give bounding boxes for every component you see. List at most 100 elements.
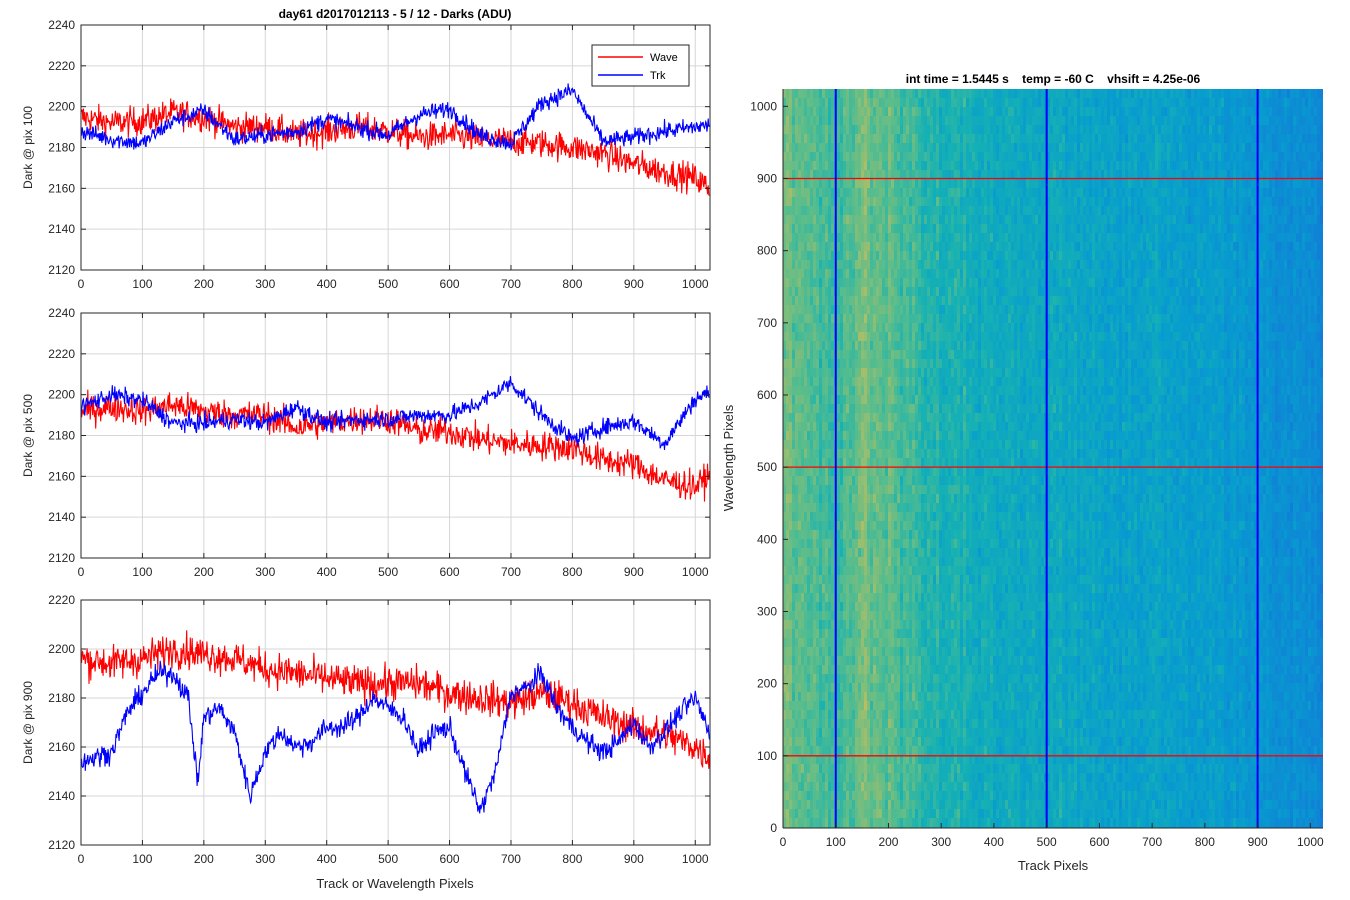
heatmap-cell <box>873 521 877 531</box>
heatmap-cell <box>933 386 937 396</box>
heatmap-cell <box>789 746 793 756</box>
heatmap-cell <box>801 602 805 612</box>
heatmap-cell <box>828 404 832 414</box>
heatmap-cell <box>891 773 895 783</box>
heatmap-cell <box>936 323 940 333</box>
heatmap-cell <box>885 332 889 342</box>
heatmap-cell <box>912 395 916 405</box>
heatmap-cell <box>888 422 892 432</box>
heatmap-cell <box>852 116 856 126</box>
heatmap-cell <box>879 143 883 153</box>
heatmap-cell <box>825 206 829 216</box>
heatmap-cell <box>885 656 889 666</box>
x-tick-label: 200 <box>194 852 214 866</box>
heatmap-cell <box>849 476 853 486</box>
heatmap-cell <box>882 116 886 126</box>
heatmap-cell <box>891 431 895 441</box>
heatmap-cell <box>825 710 829 720</box>
heatmap-cell <box>945 233 949 243</box>
heatmap-cell <box>789 269 793 279</box>
heatmap-cell <box>882 809 886 819</box>
heatmap-cell <box>879 584 883 594</box>
heatmap-cell <box>903 494 907 504</box>
heatmap-cell <box>825 359 829 369</box>
heatmap-cell <box>873 620 877 630</box>
heatmap-cell <box>906 89 910 99</box>
heatmap-cell <box>918 125 922 135</box>
heatmap-cell <box>900 485 904 495</box>
heatmap-cell <box>816 458 820 468</box>
heatmap-cell <box>870 206 874 216</box>
heatmap-cell <box>939 197 943 207</box>
heatmap-cell <box>870 710 874 720</box>
heatmap-cell <box>837 98 841 108</box>
heatmap-cell <box>813 269 817 279</box>
heatmap-cell <box>918 296 922 306</box>
heatmap-cell <box>900 755 904 765</box>
heatmap-cell <box>813 728 817 738</box>
heatmap-cell <box>909 260 913 270</box>
heatmap-cell <box>927 800 931 810</box>
heatmap-cell <box>915 215 919 225</box>
heatmap-cell <box>873 593 877 603</box>
heatmap-cell <box>804 548 808 558</box>
heatmap-cell <box>918 746 922 756</box>
heatmap-cell <box>861 116 865 126</box>
heatmap-cell <box>951 575 955 585</box>
heatmap-cell <box>861 710 865 720</box>
heatmap-cell <box>876 89 880 99</box>
heatmap-cell <box>828 800 832 810</box>
heatmap-cell <box>819 611 823 621</box>
heatmap-cell <box>918 710 922 720</box>
heatmap-cell <box>873 152 877 162</box>
heatmap-cell <box>888 476 892 486</box>
heatmap-cell <box>873 791 877 801</box>
heatmap-cell <box>825 350 829 360</box>
x-tick-label: 400 <box>317 277 337 291</box>
heatmap-cell <box>870 494 874 504</box>
heatmap-cell <box>810 800 814 810</box>
heatmap-cell <box>843 791 847 801</box>
heatmap-cell <box>828 143 832 153</box>
heatmap-cell <box>846 332 850 342</box>
heatmap-cell <box>840 296 844 306</box>
heatmap-cell <box>858 206 862 216</box>
heatmap-cell <box>909 449 913 459</box>
heatmap-cell <box>852 170 856 180</box>
heatmap-cell <box>798 395 802 405</box>
heatmap-cell <box>801 674 805 684</box>
heatmap-cell <box>786 431 790 441</box>
heatmap-cell <box>906 557 910 567</box>
heatmap-cell <box>867 413 871 423</box>
heatmap-cell <box>930 449 934 459</box>
heatmap-cell <box>927 593 931 603</box>
heatmap-cell <box>894 548 898 558</box>
heatmap-cell <box>849 422 853 432</box>
heatmap-cell <box>903 710 907 720</box>
heatmap-cell <box>807 656 811 666</box>
heatmap-cell <box>906 314 910 324</box>
heatmap-cell <box>894 188 898 198</box>
heatmap-cell <box>942 296 946 306</box>
heatmap-cell <box>906 206 910 216</box>
heatmap-cell <box>951 611 955 621</box>
heatmap-cell <box>849 323 853 333</box>
heatmap-cell <box>861 548 865 558</box>
heatmap-cell <box>927 269 931 279</box>
heatmap-cell <box>912 512 916 522</box>
heatmap-cell <box>912 386 916 396</box>
heatmap-cell <box>810 440 814 450</box>
heatmap-cell <box>870 161 874 171</box>
heatmap-cell <box>831 800 835 810</box>
heatmap-cell <box>855 260 859 270</box>
heatmap-cell <box>822 386 826 396</box>
heatmap-cell <box>786 674 790 684</box>
heatmap-cell <box>849 287 853 297</box>
heatmap-cell <box>822 170 826 180</box>
heatmap-cell <box>855 305 859 315</box>
heatmap-cell <box>864 125 868 135</box>
heatmap-cell <box>828 161 832 171</box>
heatmap-cell <box>903 602 907 612</box>
heatmap-cell <box>912 368 916 378</box>
heatmap-cell <box>822 278 826 288</box>
